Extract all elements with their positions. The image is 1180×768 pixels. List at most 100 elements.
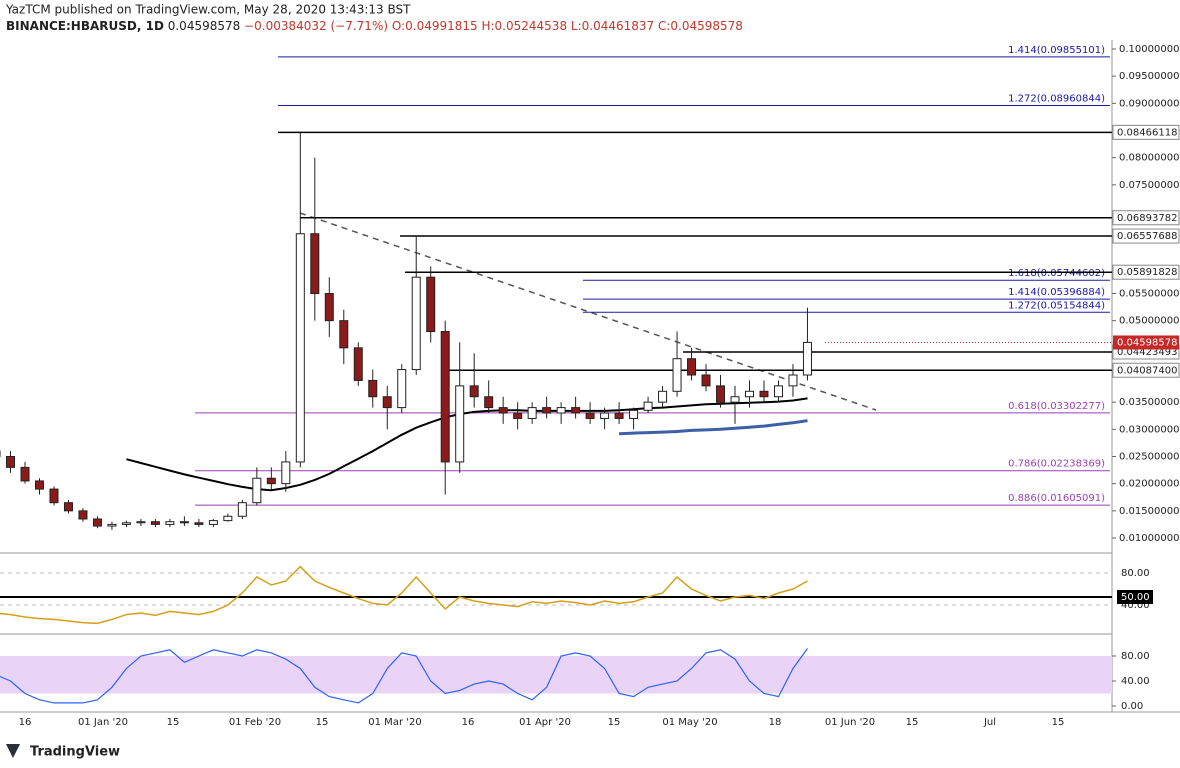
x-tick-label: 18 — [769, 717, 782, 728]
x-tick-label: 15 — [906, 717, 919, 728]
level-box — [1112, 210, 1180, 226]
candle-body — [730, 396, 740, 403]
candle-body — [629, 409, 639, 419]
x-tick-label: 15 — [608, 717, 621, 728]
level-box — [1112, 124, 1180, 140]
candle-body — [252, 477, 262, 504]
level-label: 0.04423493 — [1117, 347, 1177, 358]
symbol: BINANCE:HBARUSD, 1D — [6, 19, 164, 33]
x-tick-label: 01 Mar '20 — [368, 717, 421, 728]
x-tick-label: 01 Jun '20 — [825, 717, 875, 728]
candle-body — [295, 233, 305, 463]
candle-body — [353, 347, 363, 381]
fib-label: 1.618(0.05744602) — [1008, 268, 1105, 279]
candle-body — [773, 385, 783, 398]
candle-body — [759, 390, 769, 398]
candle-body — [34, 480, 44, 490]
x-tick-label: 01 May '20 — [662, 717, 717, 728]
candle-body — [382, 396, 392, 409]
fib-label: 0.618(0.03302277) — [1008, 401, 1105, 412]
candle-body — [802, 341, 812, 376]
x-tick-label: 15 — [167, 717, 180, 728]
candle-body — [788, 374, 798, 387]
ohlc: O:0.04991815 H:0.05244538 L:0.04461837 C… — [392, 19, 743, 33]
fib-label: 1.414(0.05396884) — [1008, 287, 1105, 298]
y-tick-label: 0.01000000 — [1119, 533, 1179, 544]
y-tick-label: 0.00 — [1121, 701, 1143, 712]
fib-label: 0.886(0.01605091) — [1008, 493, 1105, 504]
x-tick-label: 15 — [316, 717, 329, 728]
candle-body — [614, 412, 624, 419]
candle-body — [600, 412, 610, 419]
candle-body — [310, 233, 320, 295]
candle-body — [411, 276, 421, 371]
candle-body — [455, 385, 465, 463]
y-tick-label: 0.07500000 — [1119, 180, 1179, 191]
candle-body — [6, 456, 16, 468]
candle-body — [368, 379, 378, 398]
x-tick-label: 16 — [462, 717, 475, 728]
candle-body — [542, 407, 552, 414]
candle-body — [527, 407, 537, 419]
candle-body — [92, 518, 102, 527]
y-tick-label: 0.03000000 — [1119, 424, 1179, 435]
level-label: 0.05891828 — [1117, 267, 1177, 278]
candle-body — [426, 276, 436, 333]
y-tick-label: 0.02000000 — [1119, 479, 1179, 490]
y-tick-label: 0.09500000 — [1119, 71, 1179, 82]
candle-body — [237, 502, 247, 517]
fib-label: 0.786(0.02238369) — [1008, 459, 1105, 470]
candle-body — [658, 390, 668, 403]
y-tick-label: 0.05500000 — [1119, 289, 1179, 300]
brand: TradingView — [30, 745, 120, 760]
level-label: 0.04087400 — [1117, 365, 1177, 376]
candle-body — [20, 466, 30, 482]
candle-body — [397, 369, 407, 409]
x-tick-label: 16 — [19, 717, 32, 728]
candle-body — [484, 396, 494, 409]
candle-body — [687, 358, 697, 376]
candle-body — [121, 522, 131, 525]
candle-body — [745, 390, 754, 398]
candle-body — [208, 520, 218, 525]
candle-body — [571, 407, 581, 414]
x-tick-label: 15 — [1052, 717, 1065, 728]
y-tick-label: 80.00 — [1121, 568, 1150, 579]
y-tick-label: 40.00 — [1121, 676, 1150, 687]
y-tick-label: 0.09000000 — [1119, 98, 1179, 109]
candle-body — [49, 488, 59, 504]
candle-body — [324, 293, 334, 322]
fib-label: 1.414(0.09855101) — [1008, 45, 1105, 56]
candle-body — [585, 412, 595, 419]
level-box — [1112, 228, 1180, 244]
y-tick-label: 0.02500000 — [1119, 452, 1179, 463]
y-tick-label: 0.01500000 — [1119, 506, 1179, 517]
fib-label: 1.272(0.05154844) — [1008, 300, 1105, 311]
level-label: 0.08466118 — [1117, 127, 1177, 138]
candle-body — [136, 521, 146, 524]
x-tick-label: 01 Jan '20 — [78, 717, 128, 728]
brand-logo — [6, 744, 20, 758]
y-tick-label: 0.08000000 — [1119, 153, 1179, 164]
candle-body — [513, 412, 523, 419]
stoch-k — [0, 648, 808, 704]
moving-average — [126, 397, 808, 492]
candle-body — [266, 477, 276, 485]
candle-body — [339, 320, 349, 349]
level-box — [1112, 264, 1180, 280]
candle-body — [165, 521, 175, 525]
y-tick-label: 0.05000000 — [1119, 316, 1179, 327]
candle-body — [150, 521, 160, 525]
level-label: 0.06557688 — [1117, 231, 1177, 242]
candle-body — [107, 523, 117, 527]
y-tick-label: 0.03500000 — [1119, 397, 1179, 408]
candle-body — [179, 521, 189, 524]
candle-body — [194, 522, 204, 525]
candle-body — [63, 502, 73, 512]
change: −0.00384032 (−7.71%) — [244, 19, 388, 33]
author: YazTCM published on TradingView.com, May… — [5, 3, 411, 17]
moving-average — [619, 419, 808, 436]
y-tick-label: 80.00 — [1121, 651, 1150, 662]
candle-body — [469, 385, 479, 398]
candle-body — [701, 374, 711, 387]
